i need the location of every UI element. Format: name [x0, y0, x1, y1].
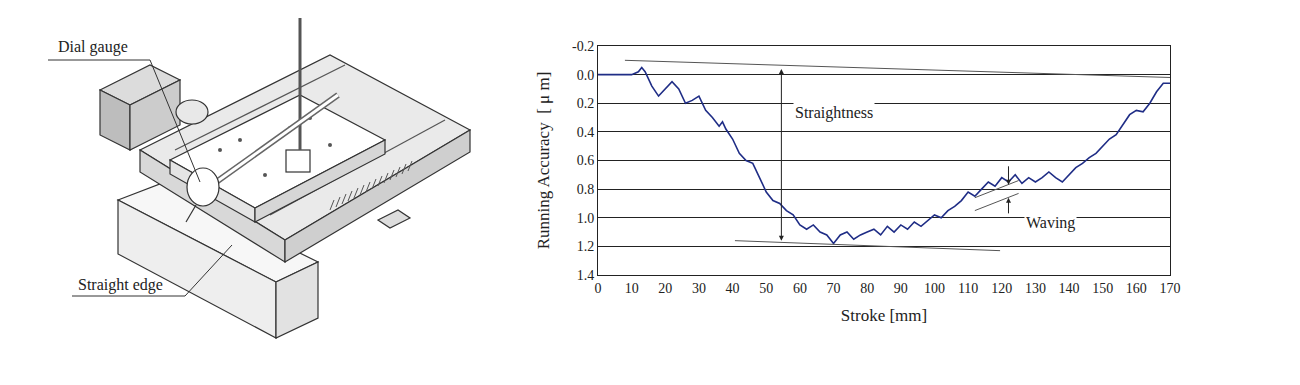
svg-text:0.0: 0.0 — [577, 68, 595, 83]
svg-text:10: 10 — [625, 281, 639, 296]
svg-text:1.4: 1.4 — [577, 268, 595, 283]
svg-text:Dial gauge: Dial gauge — [58, 38, 128, 56]
svg-text:0: 0 — [595, 281, 602, 296]
svg-text:170: 170 — [1160, 281, 1181, 296]
svg-text:Straightness: Straightness — [795, 104, 873, 122]
svg-text:140: 140 — [1059, 281, 1080, 296]
svg-text:Running Accuracy [ μ m]: Running Accuracy [ μ m] — [534, 72, 553, 250]
svg-text:0.6: 0.6 — [577, 153, 595, 168]
svg-text:Waving: Waving — [1026, 214, 1075, 232]
svg-text:20: 20 — [658, 281, 672, 296]
svg-text:-0.2: -0.2 — [572, 39, 594, 54]
svg-text:Stroke [mm]: Stroke [mm] — [841, 306, 927, 325]
svg-text:0.2: 0.2 — [577, 96, 595, 111]
svg-text:30: 30 — [692, 281, 706, 296]
svg-text:130: 130 — [1025, 281, 1046, 296]
svg-text:0.4: 0.4 — [577, 125, 595, 140]
svg-text:1.0: 1.0 — [577, 211, 595, 226]
svg-text:80: 80 — [860, 281, 874, 296]
svg-text:1.2: 1.2 — [577, 239, 595, 254]
svg-text:0.8: 0.8 — [577, 182, 595, 197]
svg-text:Straight edge: Straight edge — [78, 276, 163, 294]
svg-text:120: 120 — [991, 281, 1012, 296]
svg-text:50: 50 — [759, 281, 773, 296]
svg-text:110: 110 — [958, 281, 978, 296]
svg-text:100: 100 — [924, 281, 945, 296]
svg-text:60: 60 — [793, 281, 807, 296]
svg-text:40: 40 — [726, 281, 740, 296]
svg-text:150: 150 — [1092, 281, 1113, 296]
svg-text:90: 90 — [894, 281, 908, 296]
svg-text:160: 160 — [1126, 281, 1147, 296]
svg-text:70: 70 — [827, 281, 841, 296]
